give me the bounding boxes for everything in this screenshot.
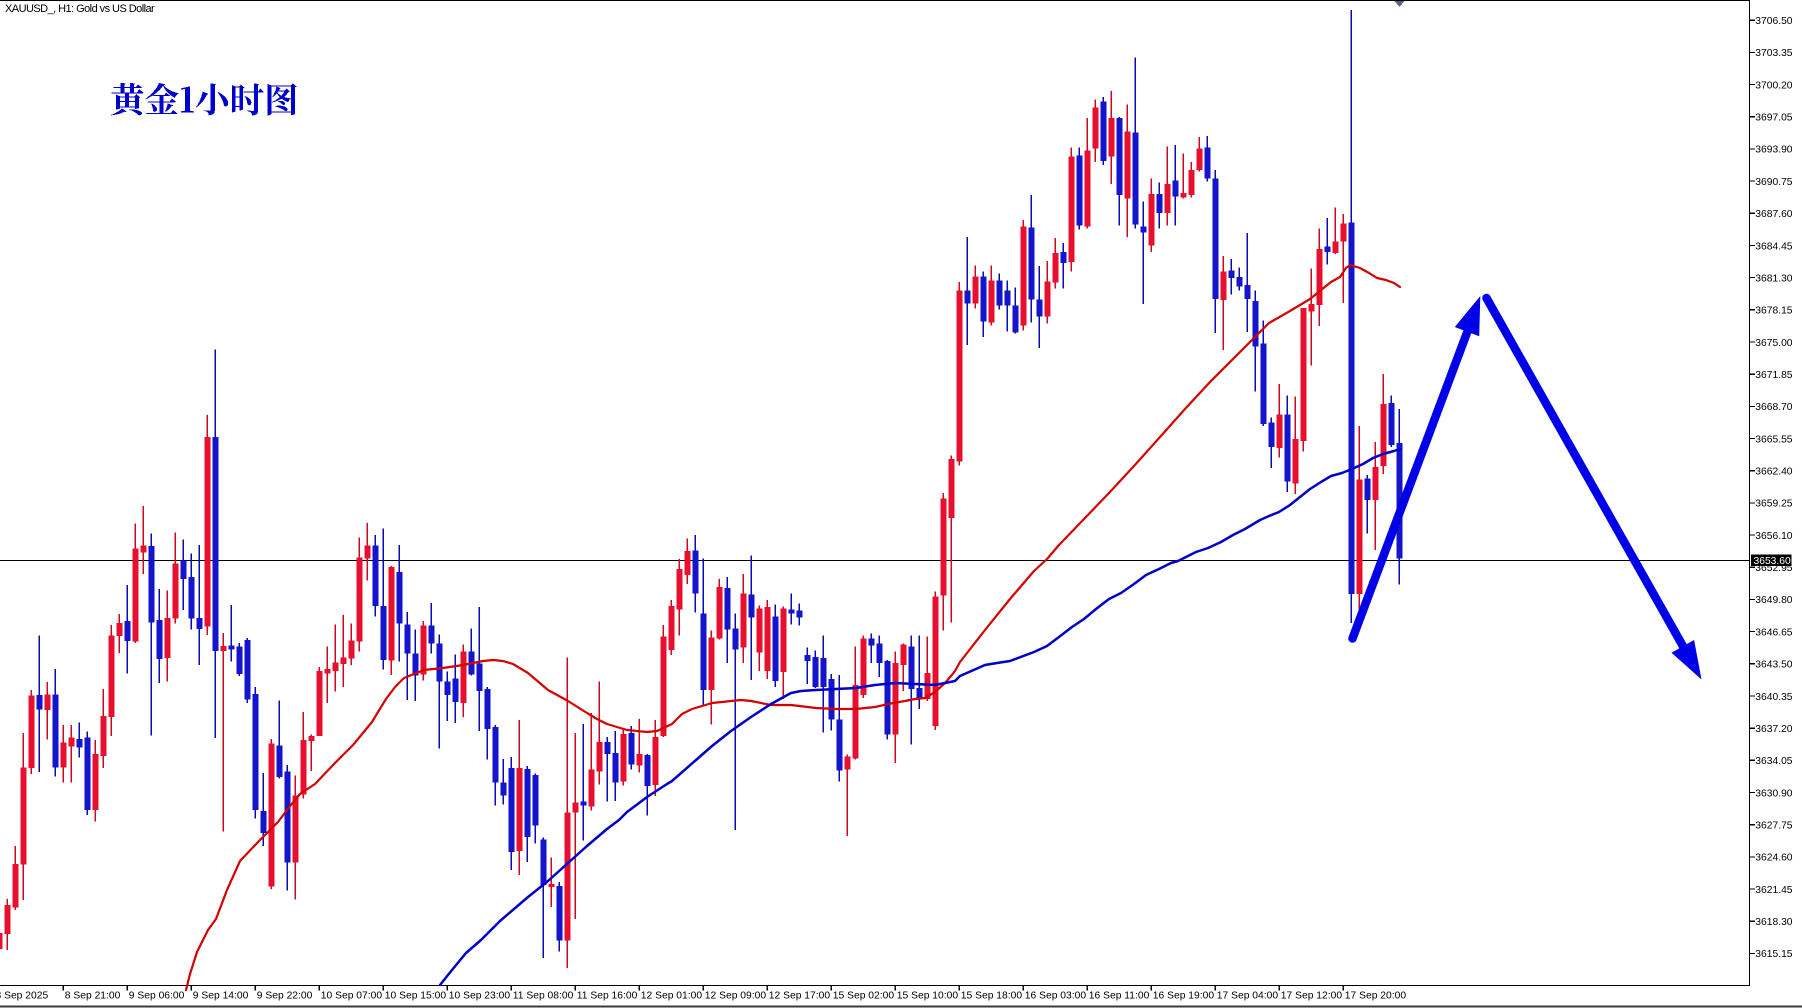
svg-text:3678.15: 3678.15 — [1755, 306, 1792, 317]
svg-text:15 Sep 18:00: 15 Sep 18:00 — [961, 991, 1023, 1002]
svg-text:3662.40: 3662.40 — [1755, 467, 1792, 478]
svg-text:12 Sep 09:00: 12 Sep 09:00 — [705, 991, 767, 1002]
svg-text:3675.00: 3675.00 — [1755, 338, 1792, 349]
svg-text:9 Sep 06:00: 9 Sep 06:00 — [129, 991, 185, 1002]
svg-text:3693.90: 3693.90 — [1755, 145, 1792, 156]
svg-text:9 Sep 22:00: 9 Sep 22:00 — [257, 991, 313, 1002]
svg-text:12 Sep 01:00: 12 Sep 01:00 — [641, 991, 703, 1002]
svg-text:15 Sep 10:00: 15 Sep 10:00 — [897, 991, 959, 1002]
svg-text:3703.35: 3703.35 — [1755, 48, 1792, 59]
svg-text:3621.45: 3621.45 — [1755, 885, 1792, 896]
svg-text:3656.10: 3656.10 — [1755, 531, 1792, 542]
svg-text:3624.60: 3624.60 — [1755, 853, 1792, 864]
svg-text:3640.35: 3640.35 — [1755, 692, 1792, 703]
svg-text:17 Sep 20:00: 17 Sep 20:00 — [1345, 991, 1407, 1002]
svg-text:3671.85: 3671.85 — [1755, 370, 1792, 381]
svg-text:16 Sep 03:00: 16 Sep 03:00 — [1025, 991, 1087, 1002]
svg-text:11 Sep 16:00: 11 Sep 16:00 — [577, 991, 638, 1002]
svg-text:3684.45: 3684.45 — [1755, 241, 1792, 252]
svg-text:3627.75: 3627.75 — [1755, 821, 1792, 832]
svg-text:3615.15: 3615.15 — [1755, 949, 1792, 960]
svg-text:10 Sep 07:00: 10 Sep 07:00 — [321, 991, 383, 1002]
svg-text:10 Sep 15:00: 10 Sep 15:00 — [385, 991, 447, 1002]
svg-text:3653.60: 3653.60 — [1754, 556, 1791, 567]
svg-text:16 Sep 19:00: 16 Sep 19:00 — [1153, 991, 1215, 1002]
svg-text:3637.20: 3637.20 — [1755, 724, 1792, 735]
svg-text:11 Sep 08:00: 11 Sep 08:00 — [513, 991, 574, 1002]
svg-text:3706.50: 3706.50 — [1755, 16, 1792, 27]
svg-text:15 Sep 02:00: 15 Sep 02:00 — [833, 991, 895, 1002]
svg-text:8 Sep 2025: 8 Sep 2025 — [0, 991, 48, 1002]
svg-text:3697.05: 3697.05 — [1755, 113, 1792, 124]
svg-text:17 Sep 12:00: 17 Sep 12:00 — [1281, 991, 1343, 1002]
svg-text:3687.60: 3687.60 — [1755, 209, 1792, 220]
svg-text:16 Sep 11:00: 16 Sep 11:00 — [1089, 991, 1150, 1002]
svg-text:3652.95: 3652.95 — [1755, 563, 1792, 574]
svg-text:XAUUSD_, H1: Gold vs US Dolla: XAUUSD_, H1: Gold vs US Dollar — [5, 3, 155, 15]
svg-text:3634.05: 3634.05 — [1755, 756, 1792, 767]
svg-text:3618.30: 3618.30 — [1755, 917, 1792, 928]
svg-text:3649.80: 3649.80 — [1755, 595, 1792, 606]
svg-text:3700.20: 3700.20 — [1755, 80, 1792, 91]
svg-text:3643.50: 3643.50 — [1755, 660, 1792, 671]
svg-text:8 Sep 21:00: 8 Sep 21:00 — [65, 991, 121, 1002]
svg-text:3668.70: 3668.70 — [1755, 402, 1792, 413]
svg-text:12 Sep 17:00: 12 Sep 17:00 — [769, 991, 831, 1002]
svg-text:3681.30: 3681.30 — [1755, 273, 1792, 284]
svg-text:3630.90: 3630.90 — [1755, 788, 1792, 799]
svg-text:3659.25: 3659.25 — [1755, 499, 1792, 510]
svg-text:3690.75: 3690.75 — [1755, 177, 1792, 188]
svg-text:3646.65: 3646.65 — [1755, 627, 1792, 638]
svg-text:10 Sep 23:00: 10 Sep 23:00 — [449, 991, 511, 1002]
svg-text:17 Sep 04:00: 17 Sep 04:00 — [1217, 991, 1279, 1002]
svg-text:3665.55: 3665.55 — [1755, 434, 1792, 445]
svg-text:9 Sep 14:00: 9 Sep 14:00 — [193, 991, 249, 1002]
